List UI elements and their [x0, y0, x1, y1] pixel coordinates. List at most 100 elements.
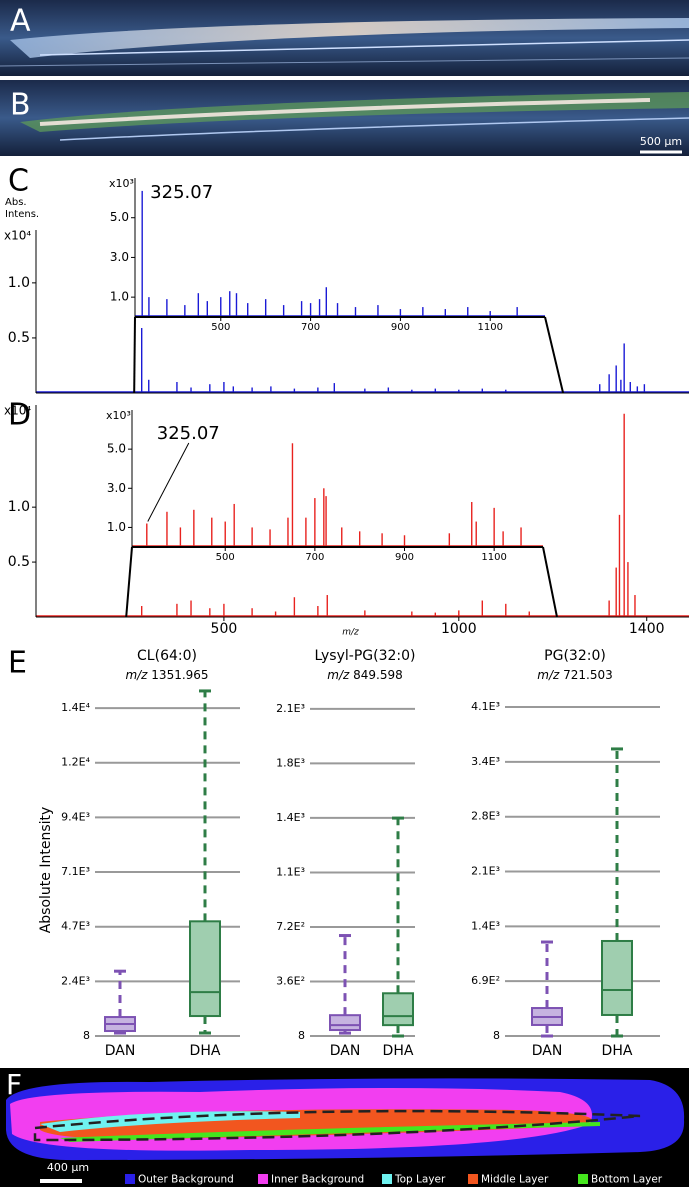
image-b	[0, 80, 689, 156]
panel-label: B	[10, 88, 31, 123]
panel-label: F	[6, 1068, 22, 1101]
y-tick-label: 2.8E³	[471, 810, 500, 823]
x-tick-label: 1000	[441, 621, 477, 637]
y-tick-label: 0.5	[8, 330, 30, 346]
y-tick-label: 1.4E³	[276, 811, 305, 824]
y-tick-label: 5.0	[107, 442, 126, 456]
chart-subtitle: m/z 1351.965	[125, 668, 208, 682]
region-bottom	[60, 1122, 600, 1142]
chart-subtitle: m/z 721.503	[537, 668, 612, 682]
x-tick-label: 1100	[481, 552, 506, 563]
y-multiplier: x10⁴	[4, 229, 31, 243]
x-tick-label: 1400	[629, 621, 665, 637]
connector	[125, 546, 133, 618]
y-axis-label: Abs.	[5, 197, 27, 208]
scale-bar-label: 400 µm	[47, 1161, 89, 1174]
y-tick-label: 3.4E³	[471, 755, 500, 768]
connector	[544, 316, 565, 394]
y-multiplier: x10³	[106, 409, 131, 422]
x-tick-label: DAN	[532, 1043, 563, 1059]
y-tick-label: 2.1E³	[471, 865, 500, 878]
x-tick-label: 500	[216, 552, 235, 563]
y-multiplier: x10⁴	[4, 404, 31, 418]
y-tick-label: 0.5	[8, 554, 30, 570]
legend-swatch	[468, 1174, 478, 1184]
y-multiplier: x10³	[109, 177, 134, 190]
legend-label: Middle Layer	[481, 1174, 549, 1186]
subtitle-unit: m/z	[537, 668, 560, 682]
region-top	[40, 1111, 300, 1132]
box	[601, 939, 633, 1016]
y-tick-label: 1.0	[110, 290, 129, 304]
panel-label: A	[10, 4, 31, 39]
separator	[0, 76, 689, 80]
y-tick-label: 1.0	[8, 499, 30, 515]
y-tick-label: 8	[83, 1029, 90, 1042]
subtitle-value: 849.598	[353, 668, 403, 682]
x-tick-label: DHA	[602, 1043, 633, 1059]
segmentation-map	[6, 1078, 685, 1161]
peak-annotation: 325.07	[150, 182, 213, 203]
y-axis-label: Intens.	[5, 209, 39, 220]
box	[189, 920, 221, 1018]
subtitle-unit: m/z	[327, 668, 350, 682]
x-tick-label: 900	[391, 322, 410, 333]
y-tick-label: 1.0	[107, 520, 126, 534]
legend-swatch	[578, 1174, 588, 1184]
y-tick-label: 3.6E²	[276, 974, 305, 987]
subtitle-value: 1351.965	[151, 668, 208, 682]
y-tick-label: 5.0	[110, 210, 129, 224]
chart-title: PG(32:0)	[544, 648, 606, 664]
legend-label: Inner Background	[271, 1174, 364, 1186]
x-tick-label: 700	[301, 322, 320, 333]
x-tick-label: DHA	[383, 1043, 414, 1059]
chart-subtitle: m/z 849.598	[327, 668, 402, 682]
y-tick-label: 3.0	[110, 250, 129, 264]
x-tick-label: 900	[395, 552, 414, 563]
y-tick-label: 1.4E³	[471, 919, 500, 932]
y-tick-label: 2.4E³	[61, 974, 90, 987]
y-tick-label: 1.2E⁴	[61, 756, 90, 769]
x-tick-label: 700	[305, 552, 324, 563]
y-tick-label: 1.8E³	[276, 756, 305, 769]
legend-label: Outer Background	[138, 1174, 234, 1186]
y-tick-label: 1.1E³	[276, 865, 305, 878]
chart-title: Lysyl-PG(32:0)	[315, 648, 416, 664]
panel-label: D	[8, 398, 31, 433]
panel-label: C	[8, 164, 29, 199]
y-tick-label: 4.7E³	[61, 920, 90, 933]
y-tick-label: 8	[493, 1029, 500, 1042]
chart-title: CL(64:0)	[137, 648, 197, 664]
legend-swatch	[125, 1174, 135, 1184]
y-tick-label: 6.9E²	[471, 974, 500, 987]
y-tick-label: 9.4E³	[61, 810, 90, 823]
y-tick-label: 7.1E³	[61, 865, 90, 878]
y-tick-label: 1.0	[8, 275, 30, 291]
panel-label: E	[8, 646, 27, 681]
legend-label: Bottom Layer	[591, 1174, 663, 1186]
box	[382, 992, 414, 1027]
legend-swatch	[258, 1174, 268, 1184]
legend-swatch	[382, 1174, 392, 1184]
x-tick-label: DAN	[105, 1043, 136, 1059]
y-tick-label: 7.2E²	[276, 920, 305, 933]
subtitle-unit: m/z	[125, 668, 148, 682]
scale-bar-label: 500 µm	[640, 135, 682, 148]
legend-label: Top Layer	[394, 1174, 446, 1186]
subtitle-value: 721.503	[563, 668, 613, 682]
y-tick-label: 4.1E³	[471, 700, 500, 713]
box	[329, 1014, 361, 1032]
x-tick-label: DHA	[190, 1043, 221, 1059]
x-axis-label: m/z	[342, 628, 359, 638]
y-axis-label: Absolute Intensity	[38, 807, 54, 934]
connector	[542, 546, 558, 618]
peak-annotation: 325.07	[157, 423, 220, 444]
y-tick-label: 1.4E⁴	[61, 701, 90, 714]
x-tick-label: 1100	[477, 322, 502, 333]
y-tick-label: 8	[298, 1029, 305, 1042]
image-a	[0, 0, 689, 76]
annotation-leader	[147, 442, 190, 522]
x-tick-label: 500	[211, 621, 238, 637]
